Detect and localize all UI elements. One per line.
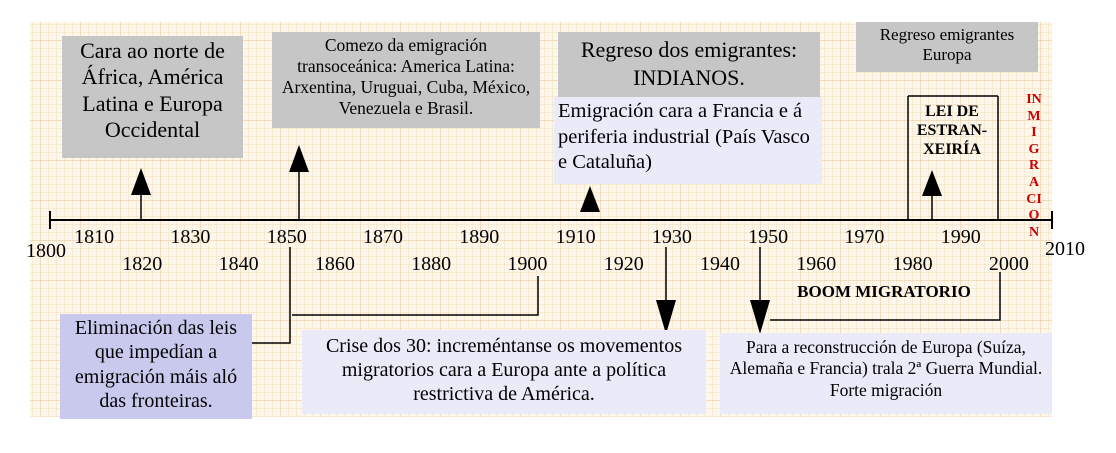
year-label-1910: 1910 bbox=[555, 226, 596, 248]
arrow-transoceanic bbox=[289, 145, 309, 172]
arrow-lei bbox=[922, 170, 942, 196]
year-label-1970: 1970 bbox=[844, 226, 885, 248]
year-label-1840: 1840 bbox=[218, 253, 259, 275]
arrow-reconstruccion bbox=[750, 300, 770, 334]
year-label-1930: 1930 bbox=[651, 226, 692, 248]
arrow-crise bbox=[656, 300, 676, 334]
year-label-1990: 1990 bbox=[940, 226, 981, 248]
year-label-1810: 1810 bbox=[74, 226, 115, 248]
connector-crise bbox=[292, 276, 539, 316]
year-label-1890: 1890 bbox=[459, 226, 500, 248]
year-label-1860: 1860 bbox=[314, 253, 355, 275]
year-label-1960: 1960 bbox=[796, 253, 837, 275]
box-return-europe: Regreso emigrantes Europa bbox=[856, 22, 1038, 72]
year-label-2000: 2000 bbox=[988, 253, 1029, 275]
year-label-1820: 1820 bbox=[122, 253, 163, 275]
year-label-1850: 1850 bbox=[266, 226, 307, 248]
label-boom-migratorio: BOOM MIGRATORIO bbox=[797, 282, 971, 301]
indianos-line-1: Regreso dos emigrantes: bbox=[580, 37, 798, 62]
box-reconstruccion: Para a reconstrucción de Europa (Suíza, … bbox=[720, 333, 1052, 414]
box-crise: Crise dos 30: increméntanse os movemento… bbox=[302, 330, 706, 414]
year-label-1950: 1950 bbox=[748, 226, 789, 248]
year-label-1800: 1800 bbox=[26, 240, 66, 262]
indianos-line-2: INDIANOS. bbox=[633, 64, 745, 90]
box-eliminacion: Eliminación das leis que impedían a emig… bbox=[60, 314, 252, 419]
year-label-1980: 1980 bbox=[892, 253, 933, 275]
box-france: Emigración cara a Francia e á periferia … bbox=[554, 97, 822, 184]
year-label-1830: 1830 bbox=[170, 226, 211, 248]
year-label-1880: 1880 bbox=[411, 253, 452, 275]
year-label-1920: 1920 bbox=[603, 253, 644, 275]
connector-eliminacion bbox=[252, 247, 291, 344]
box-indianos: Regreso dos emigrantes: INDIANOS. bbox=[558, 32, 820, 97]
arrow-france bbox=[580, 186, 600, 212]
label-inmigracion: INMIGRACION bbox=[1026, 92, 1042, 240]
box-north-africa: Cara ao norte de África, América Latina … bbox=[62, 36, 243, 158]
boom-bracket bbox=[770, 272, 1001, 321]
arrow-north-africa bbox=[131, 168, 151, 195]
box-transoceanic: Comezo da emigración transoceánica: Amer… bbox=[272, 32, 540, 128]
year-label-1900: 1900 bbox=[507, 253, 548, 275]
year-label-1940: 1940 bbox=[700, 253, 740, 275]
year-label-2010: 2010 bbox=[1045, 238, 1085, 260]
year-label-1870: 1870 bbox=[363, 226, 403, 248]
box-lei-estranxeiria: LEI DE ESTRAN-XEIRÍA bbox=[916, 103, 988, 159]
